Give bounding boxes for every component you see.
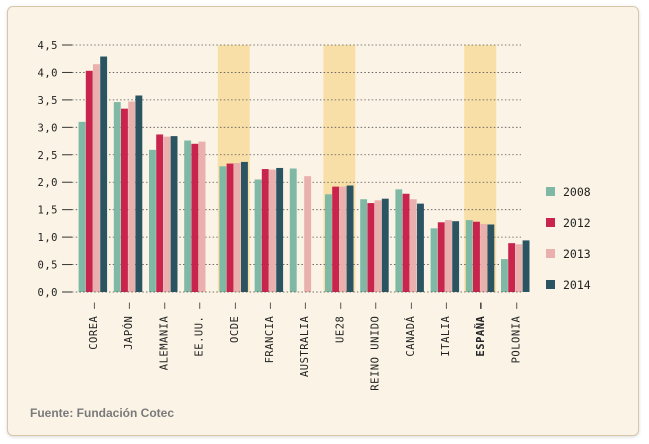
y-tick-label: 3,0	[38, 122, 58, 134]
source-note: Fuente: Fundación Cotec	[30, 406, 174, 420]
bar-canadá-2008	[395, 189, 403, 292]
bar-españa-2013	[480, 223, 488, 292]
bar-italia-2012	[437, 222, 445, 292]
bar-polonia-2012	[508, 243, 516, 292]
bar-polonia-2008	[501, 259, 508, 292]
x-tick-label: FRANCIA —	[264, 302, 276, 364]
y-tick-label: 1,0	[38, 232, 58, 244]
x-tick-label: ESPAÑA —	[474, 302, 487, 357]
bar-reino-unido-2014	[381, 198, 389, 292]
bar-reino-unido-2008	[360, 199, 368, 292]
legend-swatch-2008	[546, 187, 555, 196]
y-tick-label: 4,5	[38, 40, 58, 52]
bar-italia-2014	[452, 221, 460, 292]
bar-corea-2008	[78, 121, 86, 292]
bar-españa-2014	[487, 224, 495, 292]
bar-alemania-2014	[170, 136, 178, 292]
legend-swatch-2012	[546, 218, 555, 227]
bar-canadá-2012	[402, 193, 410, 292]
bar-italia-2013	[445, 220, 452, 292]
bar-corea-2012	[85, 70, 93, 292]
x-tick-label: CANADÁ —	[404, 302, 417, 357]
bar-ee-uu--2012	[191, 143, 199, 292]
bar-españa-2012	[473, 221, 480, 292]
x-tick-label: COREA —	[88, 302, 100, 350]
legend-swatch-2013	[546, 249, 555, 258]
bar-francia-2012	[261, 169, 269, 292]
y-tick-label: 0,5	[38, 260, 58, 272]
bar-polonia-2014	[522, 240, 530, 292]
bar-ee-uu--2013	[198, 141, 206, 292]
bar-reino-unido-2013	[374, 200, 382, 292]
bar-ue28-2012	[332, 186, 340, 292]
bar-japón-2014	[135, 95, 143, 293]
x-tick-label: JAPÓN —	[122, 302, 135, 350]
bar-polonia-2013	[515, 244, 523, 292]
bar-ue28-2008	[325, 194, 332, 292]
bar-francia-2008	[254, 179, 262, 292]
y-tick-label: 2,0	[38, 177, 58, 189]
x-tick-label: OCDE —	[229, 302, 241, 343]
x-tick-label: EE.UU. —	[194, 302, 206, 357]
y-tick-label: 4,0	[38, 67, 58, 79]
y-tick-label: 3,5	[38, 95, 58, 107]
bar-ocde-2008	[219, 166, 227, 292]
x-tick-label: UE28 —	[334, 302, 346, 343]
x-tick-label: ALEMANIA —	[158, 302, 170, 370]
bar-canadá-2014	[417, 203, 424, 292]
bar-corea-2014	[100, 56, 108, 292]
bar-japón-2013	[128, 101, 136, 292]
chart-frame	[7, 6, 639, 436]
bar-australia-2008	[289, 168, 297, 292]
bar-alemania-2012	[156, 134, 164, 292]
y-tick-label: 0,0	[38, 287, 58, 299]
y-tick-label: 2,5	[38, 150, 58, 162]
bar-reino-unido-2012	[367, 203, 375, 292]
bar-alemania-2008	[149, 149, 156, 292]
bar-ocde-2014	[241, 161, 248, 292]
bar-españa-2008	[465, 220, 473, 292]
bar-canadá-2013	[409, 199, 417, 292]
y-tick-label: 1,5	[38, 205, 58, 217]
bar-alemania-2013	[163, 136, 171, 292]
x-tick-label: ITALIA —	[440, 302, 452, 357]
x-tick-label: REINO UNIDO —	[370, 302, 382, 391]
bar-ee-uu--2008	[184, 140, 192, 292]
bar-ocde-2013	[233, 163, 241, 292]
legend-label-2014: 2014	[563, 278, 591, 292]
bar-francia-2014	[276, 167, 284, 292]
legend-label-2008: 2008	[563, 185, 591, 199]
bar-japón-2008	[113, 102, 121, 292]
legend-label-2012: 2012	[563, 216, 591, 230]
x-tick-label: AUSTRALIA —	[299, 302, 311, 377]
bar-australia-2013	[304, 176, 312, 292]
legend-label-2013: 2013	[563, 247, 591, 261]
x-tick-label: POLONIA —	[510, 302, 522, 364]
bar-francia-2013	[269, 169, 276, 292]
bar-italia-2008	[430, 228, 438, 292]
bar-ue28-2014	[346, 185, 354, 292]
legend-swatch-2014	[546, 280, 555, 289]
bar-ue28-2013	[339, 186, 347, 292]
bar-japón-2012	[121, 108, 128, 292]
bar-corea-2013	[93, 64, 100, 292]
bar-ocde-2012	[226, 163, 234, 292]
